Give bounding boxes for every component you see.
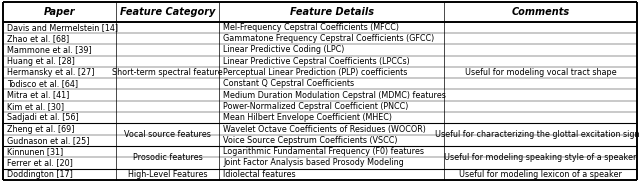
Text: Kim et al. [30]: Kim et al. [30] xyxy=(7,102,64,111)
Text: Feature Details: Feature Details xyxy=(290,7,374,17)
Text: Hermansky et al. [27]: Hermansky et al. [27] xyxy=(7,68,95,77)
Text: Sadjadi et al. [56]: Sadjadi et al. [56] xyxy=(7,113,79,122)
Text: Constant Q Cepstral Coefficients: Constant Q Cepstral Coefficients xyxy=(223,79,354,88)
Text: Comments: Comments xyxy=(511,7,570,17)
Text: Power-Normalized Cepstral Coefficient (PNCC): Power-Normalized Cepstral Coefficient (P… xyxy=(223,102,408,111)
Text: Short-term spectral feature: Short-term spectral feature xyxy=(112,68,223,77)
Text: Zhao et al. [68]: Zhao et al. [68] xyxy=(7,34,69,43)
Text: Idiolectal features: Idiolectal features xyxy=(223,170,296,179)
Text: Joint Factor Analysis based Prosody Modeling: Joint Factor Analysis based Prosody Mode… xyxy=(223,158,404,167)
Text: Useful for modeling lexicon of a speaker: Useful for modeling lexicon of a speaker xyxy=(459,170,622,179)
Text: Linear Predictive Coding (LPC): Linear Predictive Coding (LPC) xyxy=(223,46,344,54)
Text: Logarithmic Fundamental Frequency (F0) features: Logarithmic Fundamental Frequency (F0) f… xyxy=(223,147,424,156)
Text: Mitra et al. [41]: Mitra et al. [41] xyxy=(7,91,69,100)
Text: Useful for modeling vocal tract shape: Useful for modeling vocal tract shape xyxy=(465,68,616,77)
Text: Kinnunen [31]: Kinnunen [31] xyxy=(7,147,63,156)
Text: Wavelet Octave Coefficients of Residues (WOCOR): Wavelet Octave Coefficients of Residues … xyxy=(223,124,426,134)
Text: Gammatone Frequency Cepstral Coefficients (GFCC): Gammatone Frequency Cepstral Coefficient… xyxy=(223,34,435,43)
Text: Gudnason et al. [25]: Gudnason et al. [25] xyxy=(7,136,90,145)
Text: Useful for modeling speaking style of a speaker: Useful for modeling speaking style of a … xyxy=(444,153,637,162)
Text: Useful for characterizing the glottal excitation signal: Useful for characterizing the glottal ex… xyxy=(435,130,640,139)
Text: Linear Predictive Cepstral Coefficients (LPCCs): Linear Predictive Cepstral Coefficients … xyxy=(223,57,410,66)
Text: Mean Hilbert Envelope Coefficient (MHEC): Mean Hilbert Envelope Coefficient (MHEC) xyxy=(223,113,392,122)
Text: Ferrer et al. [20]: Ferrer et al. [20] xyxy=(7,158,73,167)
Text: Medium Duration Modulation Cepstral (MDMC) features: Medium Duration Modulation Cepstral (MDM… xyxy=(223,91,446,100)
Text: Voice Source Cepstrum Coefficients (VSCC): Voice Source Cepstrum Coefficients (VSCC… xyxy=(223,136,397,145)
Text: Mammone et al. [39]: Mammone et al. [39] xyxy=(7,46,92,54)
Text: Davis and Mermelstein [14]: Davis and Mermelstein [14] xyxy=(7,23,118,32)
Text: Prosodic features: Prosodic features xyxy=(132,153,202,162)
Text: Huang et al. [28]: Huang et al. [28] xyxy=(7,57,75,66)
Text: Vocal source features: Vocal source features xyxy=(124,130,211,139)
Text: Zheng et al. [69]: Zheng et al. [69] xyxy=(7,124,74,134)
Text: Paper: Paper xyxy=(44,7,76,17)
Text: Perceptual Linear Prediction (PLP) coefficients: Perceptual Linear Prediction (PLP) coeff… xyxy=(223,68,408,77)
Text: Feature Category: Feature Category xyxy=(120,7,215,17)
Text: High-Level Features: High-Level Features xyxy=(128,170,207,179)
Text: Doddington [17]: Doddington [17] xyxy=(7,170,73,179)
Text: Mel-Frequency Cepstral Coefficients (MFCC): Mel-Frequency Cepstral Coefficients (MFC… xyxy=(223,23,399,32)
Text: Todisco et al. [64]: Todisco et al. [64] xyxy=(7,79,78,88)
